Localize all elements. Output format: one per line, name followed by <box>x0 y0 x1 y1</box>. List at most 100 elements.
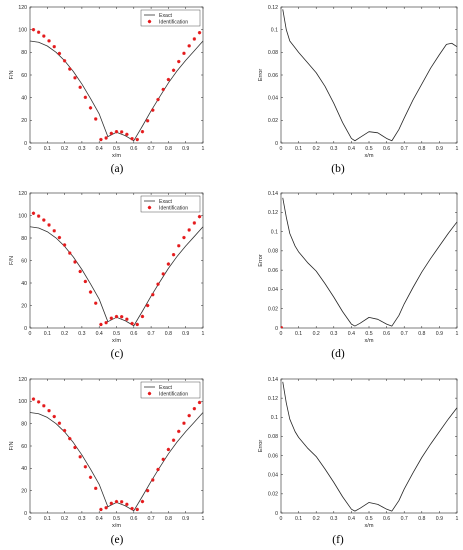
y-tick-label: 20 <box>21 488 27 494</box>
y-tick-label: 80 <box>21 421 27 427</box>
identification-point <box>135 507 139 512</box>
identification-point <box>140 129 145 134</box>
y-tick-label: 0 <box>24 511 27 517</box>
y-tick-label: 0.06 <box>268 453 278 459</box>
identification-point <box>119 130 124 134</box>
panel-label-f: (f) <box>332 534 344 546</box>
identification-point <box>130 136 134 141</box>
identification-point <box>73 76 77 80</box>
error-line <box>282 381 458 512</box>
identification-point <box>83 279 88 284</box>
identification-point <box>187 228 191 232</box>
y-tick-label: 40 <box>21 466 27 472</box>
x-tick-label: 0.4 <box>348 516 355 522</box>
x-tick-label: 0.6 <box>130 516 137 522</box>
identification-point <box>31 27 36 32</box>
y-tick-label: 0.1 <box>271 415 278 421</box>
identification-point <box>197 31 202 35</box>
chart-c: 0 0.1 0.2 0.3 0.4 0.5 0.6 0.7 0.8 0.9 1 0 20 40 60 80 10… <box>9 191 205 344</box>
identification-point <box>99 322 103 327</box>
identification-point <box>114 499 119 504</box>
x-tick-label: 0.5 <box>365 146 372 152</box>
y-tick-label: 0.12 <box>268 210 278 216</box>
identification-point <box>192 221 197 225</box>
x-tick-label: 0.9 <box>182 146 189 152</box>
x-tick-label: 0.8 <box>418 146 425 152</box>
x-tick-label: 0.9 <box>436 331 443 337</box>
x-tick-label: 0.5 <box>113 331 120 337</box>
identification-point <box>68 67 72 71</box>
legend-marker-swatch <box>147 391 152 396</box>
x-tick-label: 0.3 <box>78 516 85 522</box>
identification-point <box>151 108 155 112</box>
legend-label: Identification <box>159 391 188 397</box>
identification-point <box>130 506 134 511</box>
legend-label: Exact <box>159 385 173 391</box>
x-tick-label: 0.3 <box>330 331 337 337</box>
identification-point <box>62 59 67 63</box>
y-tick-label: 20 <box>21 118 27 124</box>
x-axis-label: x/m <box>364 153 373 159</box>
chart-f: 0 0.1 0.2 0.3 0.4 0.5 0.6 0.7 0.8 0.9 1 0 0.02 0.04 0.… <box>258 377 459 529</box>
identification-point <box>140 499 145 504</box>
x-tick-label: 1 <box>202 146 205 152</box>
x-tick-label: 0.1 <box>44 146 51 152</box>
chart-b: 0 0.1 0.2 0.3 0.4 0.5 0.6 0.7 0.8 0.9 1 0 0.02 0.04 0.… <box>258 5 459 159</box>
x-tick-label: 0.3 <box>330 146 337 152</box>
y-tick-label: 120 <box>18 191 27 197</box>
identification-point <box>104 136 108 140</box>
identification-point <box>73 445 77 450</box>
identification-point <box>94 301 98 305</box>
identification-point <box>119 315 124 319</box>
identification-point <box>197 214 202 219</box>
identification-point <box>125 132 129 137</box>
identification-point <box>47 223 51 227</box>
x-tick-label: 1 <box>456 331 459 337</box>
y-tick-label: 0.08 <box>268 249 278 255</box>
identification-point <box>36 214 41 218</box>
panel-label-b: (b) <box>331 163 345 175</box>
identification-point <box>145 119 150 123</box>
identification-point <box>182 51 186 56</box>
x-tick-label: 0.8 <box>165 331 172 337</box>
identification-point <box>78 269 82 274</box>
y-tick-label: 0 <box>275 141 278 147</box>
x-tick-label: 0.4 <box>96 146 103 152</box>
y-tick-label: 0.14 <box>268 377 278 383</box>
x-tick-label: 1 <box>202 516 205 522</box>
error-marker-point <box>280 326 283 329</box>
x-tick-label: 0.2 <box>61 146 68 152</box>
x-tick-label: 0.4 <box>348 146 355 152</box>
x-axis-label: x/m <box>112 338 121 344</box>
x-axis-label: x/m <box>364 338 373 344</box>
panel-label-c: (c) <box>111 348 124 360</box>
identification-point <box>109 316 114 320</box>
y-tick-label: 0.02 <box>268 307 278 313</box>
x-tick-label: 0.1 <box>295 146 302 152</box>
y-tick-label: 0.06 <box>268 73 278 79</box>
identification-point <box>99 507 103 512</box>
y-tick-label: 120 <box>18 377 27 383</box>
identification-point <box>78 85 82 89</box>
axes-frame <box>29 6 204 144</box>
legend-box <box>140 195 201 213</box>
legend-label: Identification <box>159 205 188 211</box>
y-tick-label: 60 <box>21 258 27 264</box>
x-tick-label: 0.7 <box>401 516 408 522</box>
y-tick-label: 40 <box>21 281 27 287</box>
x-tick-label: 0.2 <box>61 516 68 522</box>
y-tick-label: 0.12 <box>268 396 278 402</box>
x-tick-label: 0.8 <box>418 516 425 522</box>
x-tick-label: 0.4 <box>96 516 103 522</box>
legend-label: Identification <box>159 19 188 25</box>
identification-point <box>125 317 129 321</box>
identification-point <box>114 129 119 134</box>
identification-point <box>156 282 160 286</box>
y-axis-label: F/N <box>9 70 15 79</box>
x-tick-label: 0.6 <box>383 146 390 152</box>
x-tick-label: 0.7 <box>401 331 408 337</box>
y-tick-label: 0 <box>275 326 278 332</box>
panel-label-d: (d) <box>331 348 345 360</box>
x-tick-label: 0.4 <box>348 331 355 337</box>
y-tick-label: 100 <box>18 213 27 219</box>
